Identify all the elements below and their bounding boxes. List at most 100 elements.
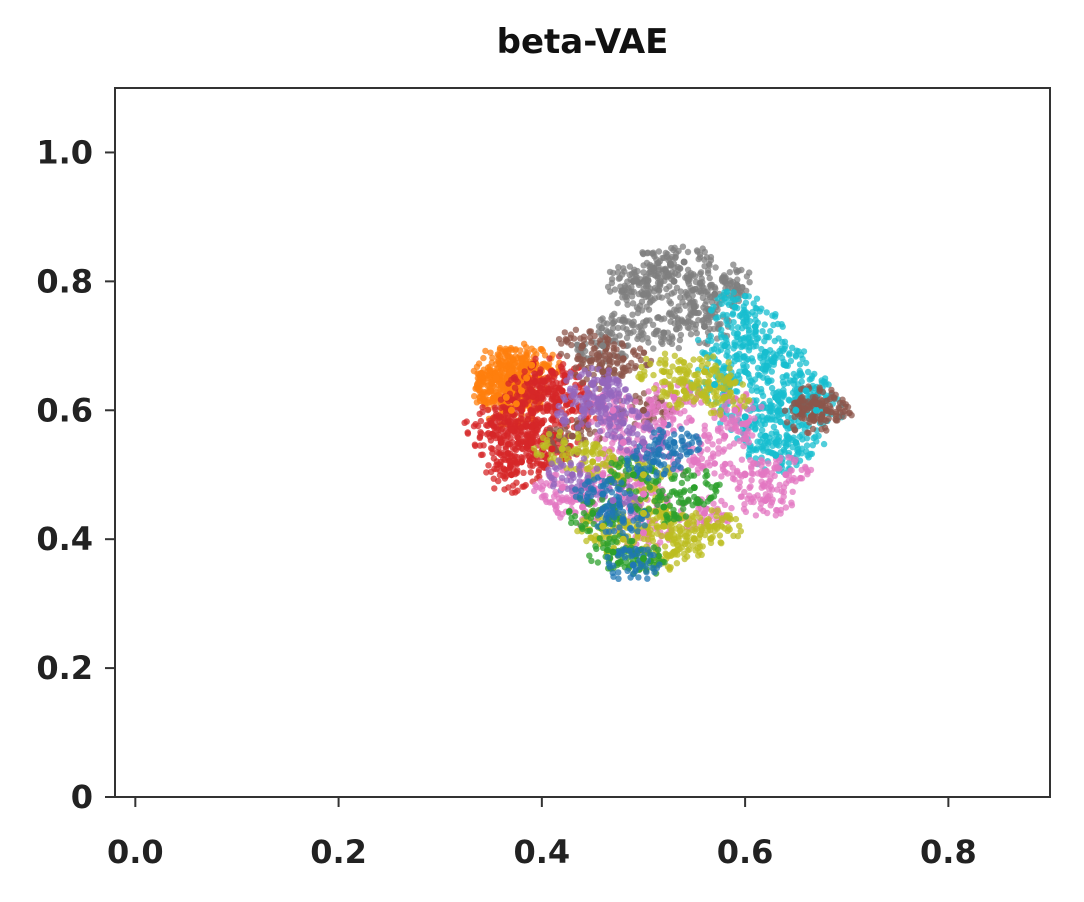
data-point [792,439,800,446]
data-point [528,387,536,395]
point-cloud [757,454,815,495]
data-point [670,439,678,446]
data-point [507,471,515,479]
data-point [660,522,668,530]
data-point [609,497,617,504]
data-point [660,503,668,511]
data-point [538,419,546,427]
data-point [599,522,607,530]
data-point [619,355,627,363]
point-cloud [483,455,543,496]
data-point [518,458,525,466]
data-point [589,458,597,466]
data-point [782,361,790,369]
data-point [701,323,708,330]
data-point [619,419,627,427]
data-point [761,497,769,504]
data-points [487,258,830,569]
point-cloud [718,456,776,496]
x-axis: 0.0 0.2 0.4 0.6 0.8 [107,797,977,871]
point-cloud [686,507,744,547]
data-point [807,413,815,421]
data-point [548,368,556,376]
data-point [772,451,780,459]
data-point [711,290,719,298]
data-point [782,471,790,479]
data-point [650,265,658,272]
point-cloud [604,262,664,301]
data-point [497,439,505,446]
data-point [558,445,566,453]
point-cloud [461,404,522,442]
data-point [660,368,668,376]
data-point [599,490,607,498]
data-point [619,516,627,524]
data-point [523,374,531,382]
data-point [792,406,800,414]
data-point [497,361,505,369]
data-point [640,439,647,446]
point-cloud [666,467,723,509]
point-cloud [698,377,753,418]
point-cloud [653,243,715,283]
data-point [690,458,698,466]
data-point [761,432,769,440]
data-point [701,509,708,517]
data-point [670,548,678,556]
data-point [690,484,698,492]
data-point [507,426,515,434]
data-point [619,535,627,543]
point-cloud [604,545,663,582]
data-point [518,355,525,363]
data-point [721,342,729,350]
data-point [690,535,698,543]
data-point [680,387,688,395]
data-point [812,406,820,414]
point-cloud [737,481,796,519]
data-point [731,406,739,414]
y-axis: 0 0.2 0.4 0.6 0.8 1.0 [36,133,115,816]
chart-title: beta-VAE [496,22,669,62]
data-point [589,381,597,388]
point-cloud [707,288,765,328]
data-point [599,342,607,350]
data-point [640,529,647,537]
data-point [640,406,647,414]
y-tick-label: 0 [71,778,93,816]
data-point [670,277,678,285]
point-cloud [635,350,693,392]
data-point [609,548,617,556]
point-cloud [555,326,612,367]
data-point [568,406,576,414]
data-point [701,368,708,376]
data-point [741,471,749,479]
data-point [487,419,495,427]
data-point [619,439,627,446]
data-point [502,393,510,401]
data-point [711,381,719,388]
data-point [822,406,830,414]
data-point [751,323,759,330]
x-tick-label: 0.6 [717,833,774,871]
data-point [772,393,780,401]
y-tick-label: 0.8 [36,262,93,300]
x-tick-label: 0.2 [310,833,367,871]
data-point [558,484,566,492]
data-point [589,509,597,517]
y-tick-label: 1.0 [36,133,93,171]
data-point [492,374,500,382]
data-point [660,419,668,427]
data-point [528,439,536,446]
data-point [711,522,719,530]
point-cloud [736,333,796,373]
data-point [629,471,637,479]
point-cloud [795,389,855,424]
data-point [629,561,637,569]
data-point [579,503,586,511]
data-point [660,329,668,337]
data-point [721,393,729,401]
data-point [609,406,617,414]
data-point [802,387,810,395]
data-point [497,381,505,388]
